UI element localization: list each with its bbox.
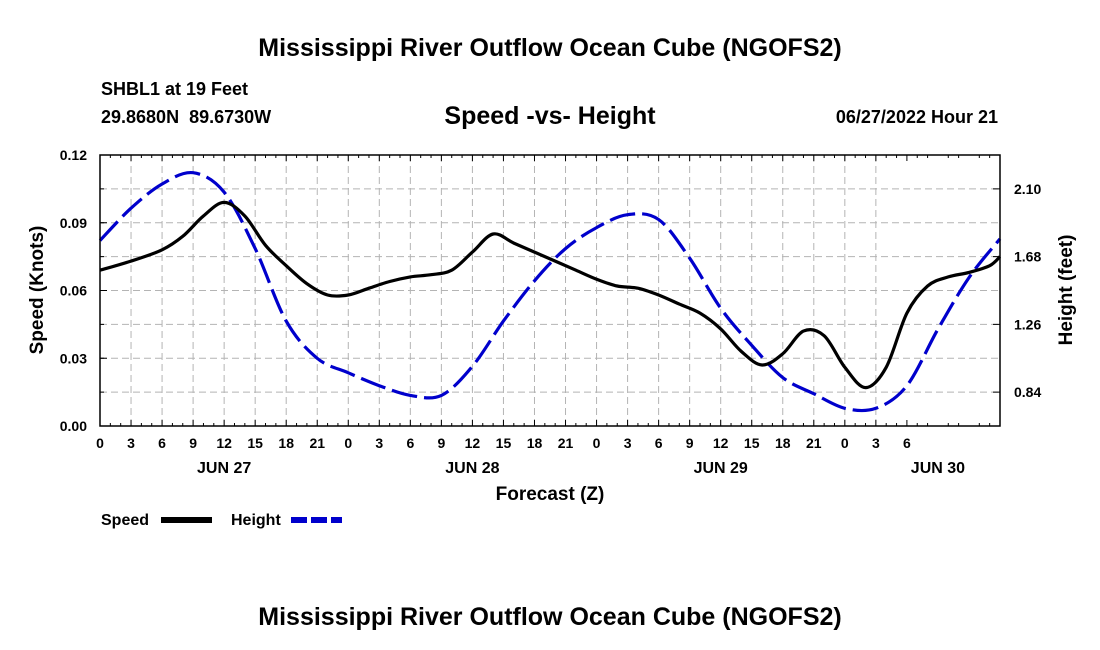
- x-tick-label: 12: [713, 435, 729, 451]
- x-tick-label: 9: [437, 435, 445, 451]
- legend: Speed Height: [101, 512, 342, 529]
- x-tick-label: 6: [903, 435, 911, 451]
- series-lines: [98, 170, 1002, 413]
- height-series-line: [98, 170, 1002, 413]
- chart-title-repeat: Mississippi River Outflow Ocean Cube (NG…: [258, 603, 841, 631]
- date-label: JUN 27: [197, 460, 251, 477]
- date-label: JUN 28: [445, 460, 499, 477]
- left-tick-labels: 0.00 0.03 0.06 0.09 0.12: [60, 147, 87, 434]
- x-tick-label: 0: [841, 435, 849, 451]
- x-tick-label: 21: [309, 435, 325, 451]
- grid-lines: [100, 155, 1000, 426]
- x-tick-label: 0: [96, 435, 104, 451]
- x-tick-label: 6: [406, 435, 414, 451]
- x-tick-label: 18: [527, 435, 543, 451]
- x-tick-label: 18: [278, 435, 294, 451]
- location-label: 29.8680N 89.6730W: [101, 107, 271, 127]
- y-right-tick-label: 0.84: [1014, 384, 1041, 400]
- y-left-tick-label: 0.06: [60, 283, 87, 299]
- x-tick-label: 9: [189, 435, 197, 451]
- date-label: JUN 29: [694, 460, 748, 477]
- date-labels: JUN 27 JUN 28 JUN 29 JUN 30: [197, 460, 965, 477]
- x-tick-label: 18: [775, 435, 791, 451]
- chart-title: Mississippi River Outflow Ocean Cube (NG…: [258, 34, 841, 62]
- y-axis-label-left: Speed (Knots): [27, 226, 48, 355]
- plot-frame: [99, 154, 1001, 427]
- x-tick-label: 21: [558, 435, 574, 451]
- chart-subtitle: Speed -vs- Height: [444, 102, 656, 130]
- x-axis-label: Forecast (Z): [496, 484, 605, 505]
- y-right-tick-label: 1.68: [1014, 249, 1041, 265]
- x-tick-label: 12: [216, 435, 232, 451]
- x-tick-label: 15: [496, 435, 512, 451]
- x-tick-label: 12: [465, 435, 481, 451]
- y-left-tick-label: 0.12: [60, 147, 87, 163]
- speed-series-line: [99, 200, 1002, 390]
- x-tick-label: 0: [344, 435, 352, 451]
- x-tick-labels: 0 3 6 9 12 15 18 21 0 3 6 9 12 15 18 21 0 3 6 9 12 15 18 21 0 3 6: [96, 435, 911, 451]
- y-right-tick-label: 2.10: [1014, 181, 1041, 197]
- y-left-tick-label: 0.03: [60, 350, 87, 366]
- x-tick-label: 15: [744, 435, 760, 451]
- legend-height-label: Height: [231, 512, 281, 529]
- x-tick-label: 9: [686, 435, 694, 451]
- x-tick-label: 15: [247, 435, 263, 451]
- y-left-tick-label: 0.09: [60, 215, 87, 231]
- legend-speed-label: Speed: [101, 512, 149, 529]
- x-tick-label: 0: [593, 435, 601, 451]
- date-label: JUN 30: [911, 460, 965, 477]
- x-tick-label: 3: [624, 435, 632, 451]
- y-left-tick-label: 0.00: [60, 418, 87, 434]
- x-tick-label: 3: [375, 435, 383, 451]
- timestamp-label: 06/27/2022 Hour 21: [836, 107, 998, 127]
- x-tick-label: 3: [872, 435, 880, 451]
- right-tick-labels: 0.84 1.26 1.68 2.10: [1014, 181, 1041, 400]
- x-tick-label: 21: [806, 435, 822, 451]
- station-label: SHBL1 at 19 Feet: [101, 79, 248, 99]
- x-tick-label: 3: [127, 435, 135, 451]
- y-right-tick-label: 1.26: [1014, 316, 1041, 332]
- x-tick-label: 6: [655, 435, 663, 451]
- y-axis-label-right: Height (feet): [1056, 235, 1077, 346]
- x-tick-label: 6: [158, 435, 166, 451]
